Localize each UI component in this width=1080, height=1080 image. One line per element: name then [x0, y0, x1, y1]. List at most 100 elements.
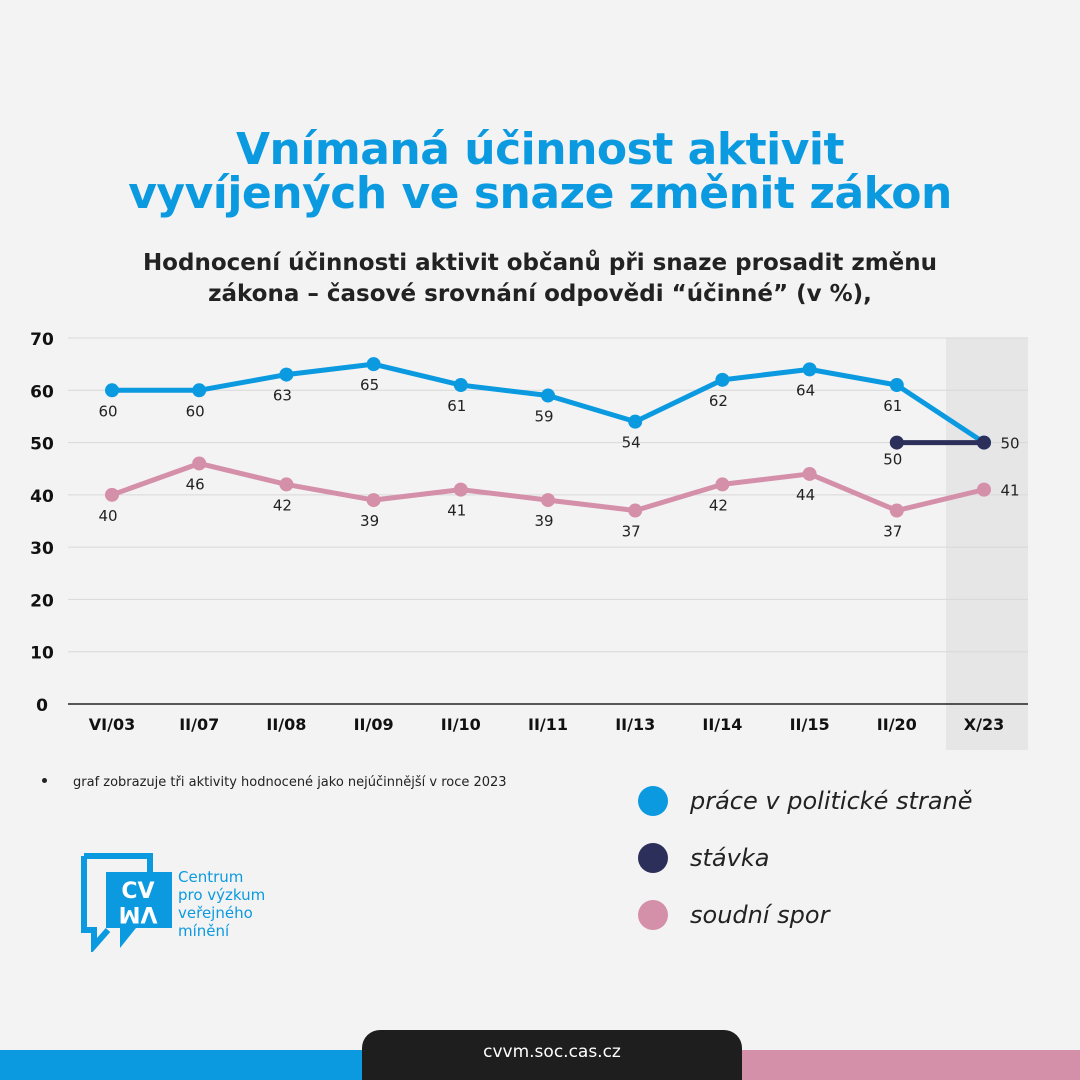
point-0-4 [453, 378, 468, 393]
point-2-9 [889, 503, 904, 518]
x-tick-10: X/23 [964, 715, 1004, 734]
data-label-0-3: 65 [360, 376, 379, 394]
highlight-band [946, 338, 1028, 750]
legend-item-stavka: stávka [638, 829, 973, 886]
chart-subtitle: Hodnocení účinnosti aktivit občanů při s… [0, 248, 1080, 310]
subtitle-line-1: Hodnocení účinnosti aktivit občanů při s… [142, 250, 938, 276]
legend-label-soudni: soudní spor [690, 900, 830, 929]
data-label-0-0: 60 [98, 402, 117, 420]
legend-dot-stavka [638, 842, 668, 873]
logo-line-2: pro výzkum [178, 886, 266, 904]
y-tick-40: 40 [30, 487, 54, 507]
data-label-2-0: 40 [98, 507, 117, 525]
legend-label-prace: práce v politické straně [690, 786, 973, 815]
data-label-0-4: 61 [447, 397, 466, 415]
x-tick-3: II/09 [354, 715, 394, 734]
logo-line-1: Centrum [178, 868, 244, 886]
y-tick-20: 20 [30, 591, 54, 611]
point-0-5 [541, 388, 555, 403]
y-tick-30: 30 [30, 539, 54, 559]
cvvm-logo-icon: CV VM [81, 853, 172, 952]
point-0-2 [279, 367, 294, 382]
point-2-1 [192, 456, 207, 471]
logo-text: Centrum pro výzkum veřejného mínění [178, 868, 265, 940]
y-tick-10: 10 [30, 644, 54, 664]
x-tick-7: II/14 [702, 715, 742, 734]
point-0-9 [889, 378, 904, 393]
point-2-8 [802, 466, 817, 481]
data-label-2-8: 44 [796, 486, 815, 504]
point-2-5 [541, 493, 555, 508]
data-label-2-7: 42 [709, 496, 728, 514]
point-0-7 [715, 372, 730, 387]
x-tick-9: II/20 [877, 715, 917, 734]
chart-note: graf zobrazuje tři aktivity hodnocené ja… [42, 775, 507, 790]
data-label-0-6: 54 [622, 434, 641, 452]
point-2-3 [366, 493, 381, 508]
subtitle-line-2: zákona – časové srovnání odpovědi “účinn… [208, 281, 872, 307]
data-label-2-6: 37 [622, 523, 641, 541]
point-1-9 [889, 435, 904, 450]
point-0-1 [192, 383, 207, 398]
chart-title: Vnímaná účinnost aktivit vyvíjených ve s… [0, 128, 1080, 216]
y-tick-0: 0 [36, 696, 48, 716]
data-label-0-9: 61 [883, 397, 902, 415]
point-0-6 [628, 414, 643, 429]
logo-mark-line-2: VM [119, 901, 158, 926]
title-line-2: vyvíjených ve snaze změnit zákon [128, 168, 952, 219]
data-label-2-5: 39 [534, 512, 553, 530]
x-tick-0: VI/03 [89, 715, 135, 734]
y-tick-70: 70 [30, 330, 54, 350]
point-0-0 [105, 383, 119, 398]
logo-mark-line-1: CV [121, 879, 154, 904]
note-text: graf zobrazuje tři aktivity hodnocené ja… [73, 775, 507, 790]
point-2-6 [628, 503, 643, 518]
data-label-2-4: 41 [447, 502, 466, 520]
point-2-0 [105, 487, 119, 502]
data-label-2-3: 39 [360, 512, 379, 530]
data-label-2-1: 46 [186, 475, 205, 493]
point-0-3 [366, 357, 381, 372]
point-2-10 [977, 482, 991, 497]
footer-blue-segment [0, 1050, 362, 1080]
point-0-8 [802, 362, 817, 377]
data-label-0-8: 64 [796, 381, 815, 399]
x-tick-6: II/13 [615, 715, 655, 734]
x-tick-1: II/07 [179, 715, 219, 734]
footer-pink-segment [742, 1050, 1080, 1080]
legend-item-prace: práce v politické straně [638, 772, 973, 829]
line-chart: 0 10 20 30 40 50 60 70 VI/03 II/07 II/08 II/09 II/10… [30, 330, 1028, 750]
footer-bar [0, 1030, 1080, 1080]
point-2-2 [279, 477, 294, 492]
legend-dot-prace [638, 785, 668, 816]
y-tick-60: 60 [30, 382, 54, 402]
data-label-2-9: 37 [883, 523, 902, 541]
point-1-10 [977, 435, 991, 450]
point-2-7 [715, 477, 730, 492]
footer-dark-segment [362, 1030, 742, 1080]
footer-link[interactable]: cvvm.soc.cas.cz [483, 1042, 621, 1062]
data-label-2-10: 41 [1000, 482, 1019, 500]
point-2-4 [453, 482, 468, 497]
data-label-2-2: 42 [273, 496, 292, 514]
legend-dot-soudni [638, 899, 668, 930]
x-tick-8: II/15 [790, 715, 830, 734]
logo-line-3: veřejného [178, 904, 253, 922]
series-line-0 [109, 361, 987, 446]
data-label-0-2: 63 [273, 387, 292, 405]
bullet-icon [42, 778, 47, 783]
x-tick-2: II/08 [266, 715, 306, 734]
legend-label-stavka: stávka [690, 843, 770, 872]
data-label-1-9: 50 [883, 451, 902, 469]
x-tick-4: II/10 [441, 715, 481, 734]
title-line-1: Vnímaná účinnost aktivit [235, 124, 845, 175]
data-label-0-5: 59 [534, 408, 553, 426]
data-label-0-7: 62 [709, 392, 728, 410]
legend: práce v politické straně stávka soudní s… [638, 772, 973, 943]
y-tick-50: 50 [30, 435, 54, 455]
data-label-0-10: 50 [1000, 435, 1019, 453]
data-label-0-1: 60 [186, 402, 205, 420]
x-tick-5: II/11 [528, 715, 568, 734]
legend-item-soudni: soudní spor [638, 886, 973, 943]
logo-line-4: mínění [178, 922, 230, 940]
